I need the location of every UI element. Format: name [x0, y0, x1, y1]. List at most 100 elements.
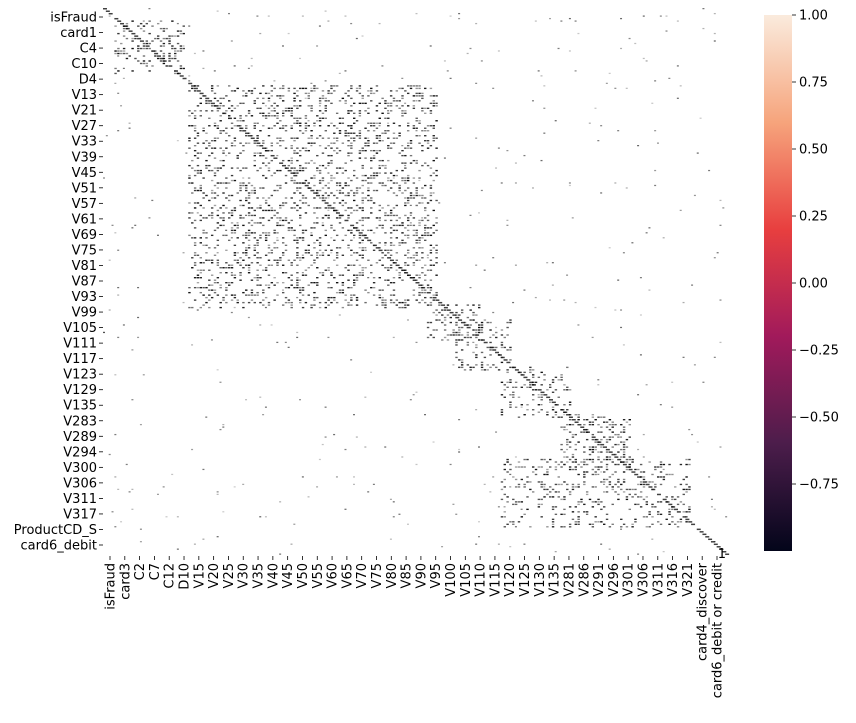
heatmap-cell [105, 135, 108, 137]
heatmap-cell [327, 244, 330, 247]
heatmap-matrix: 1 [103, 8, 730, 562]
diagonal-cell [196, 90, 201, 92]
heatmap-cell [327, 154, 330, 157]
heatmap-cell [409, 147, 413, 149]
heatmap-cell [563, 414, 566, 416]
heatmap-cell [478, 446, 480, 448]
heatmap-cell [330, 249, 333, 251]
heatmap-cell [480, 321, 484, 324]
heatmap-cell [324, 147, 327, 149]
heatmap-cell [307, 120, 310, 122]
heatmap-cell [313, 259, 316, 261]
heatmap-cell [520, 466, 524, 468]
heatmap-cell [205, 416, 208, 418]
heatmap-cell [406, 147, 410, 149]
heatmap-cell [182, 45, 185, 47]
heatmap-cell [540, 498, 543, 501]
heatmap-cell [475, 82, 478, 84]
heatmap-cell [517, 461, 521, 463]
heatmap-cell [406, 304, 410, 306]
heatmap-cell [415, 259, 418, 261]
heatmap-cell [466, 334, 470, 336]
heatmap-cell [577, 324, 580, 326]
heatmap-cell [341, 204, 345, 207]
heatmap-cell [404, 177, 407, 179]
heatmap-cell [392, 282, 396, 284]
heatmap-cell [142, 62, 146, 65]
heatmap-cell [424, 217, 427, 219]
heatmap-cell [120, 521, 123, 523]
heatmap-cell [230, 179, 234, 182]
heatmap-cell [594, 521, 597, 523]
heatmap-cell [577, 416, 580, 418]
heatmap-cell [631, 242, 634, 244]
heatmap-cell [259, 152, 262, 154]
heatmap-cell [412, 289, 416, 291]
diagonal-cell [708, 538, 713, 541]
y-tick-label: V57 [72, 197, 97, 212]
heatmap-cell [455, 341, 458, 344]
heatmap-cell [299, 130, 302, 132]
heatmap-cell [531, 389, 535, 391]
heatmap-cell [478, 331, 481, 334]
heatmap-cell [290, 159, 293, 162]
heatmap-cell [259, 207, 262, 209]
heatmap-cell [358, 92, 362, 95]
heatmap-cell [392, 301, 396, 304]
diagonal-cell [120, 22, 125, 25]
heatmap-cell [276, 262, 279, 264]
heatmap-cell [256, 135, 259, 137]
heatmap-cell [296, 252, 299, 254]
heatmap-cell [117, 47, 120, 50]
heatmap-cell [247, 207, 251, 209]
heatmap-cell [208, 299, 211, 301]
heatmap-cell [614, 491, 617, 493]
heatmap-cell [253, 187, 256, 189]
heatmap-cell [324, 234, 327, 237]
heatmap-cell [387, 147, 390, 149]
heatmap-cell [713, 12, 716, 15]
heatmap-cell [463, 321, 467, 324]
heatmap-cell [131, 40, 134, 42]
heatmap-cell [202, 304, 205, 306]
heatmap-cell [611, 458, 614, 461]
heatmap-cell [256, 277, 259, 279]
heatmap-cell [310, 306, 313, 309]
heatmap-cell [429, 269, 433, 271]
heatmap-cell [222, 296, 225, 299]
heatmap-cell [225, 110, 228, 112]
heatmap-cell [418, 274, 421, 276]
diagonal-cell [137, 37, 142, 40]
heatmap-cell [392, 294, 396, 296]
heatmap-cell [387, 267, 390, 269]
heatmap-cell [262, 140, 265, 142]
heatmap-cell [270, 282, 274, 284]
heatmap-cell [279, 187, 282, 189]
heatmap-cell [384, 214, 387, 217]
heatmap-cell [145, 22, 149, 25]
heatmap-cell [313, 197, 316, 199]
heatmap-cell [503, 463, 506, 466]
heatmap-cell [614, 471, 617, 473]
heatmap-cell [350, 294, 353, 296]
heatmap-cell [571, 486, 575, 488]
heatmap-cell [290, 137, 293, 139]
heatmap-cell [358, 187, 362, 189]
heatmap-cell [230, 145, 234, 147]
heatmap-cell [210, 87, 214, 90]
heatmap-cell [213, 279, 217, 281]
heatmap-cell [247, 316, 250, 319]
heatmap-cell [387, 249, 390, 251]
heatmap-cell [387, 117, 390, 119]
diagonal-cell [625, 466, 630, 468]
heatmap-cell [165, 37, 168, 40]
heatmap-cell [543, 458, 546, 461]
heatmap-cell [665, 15, 668, 17]
heatmap-cell [213, 97, 217, 100]
heatmap-cell [421, 272, 424, 274]
heatmap-cell [514, 456, 517, 458]
heatmap-cell [327, 214, 330, 217]
heatmap-cell [347, 125, 350, 127]
heatmap-cell [713, 257, 716, 259]
heatmap-cell [259, 112, 262, 114]
